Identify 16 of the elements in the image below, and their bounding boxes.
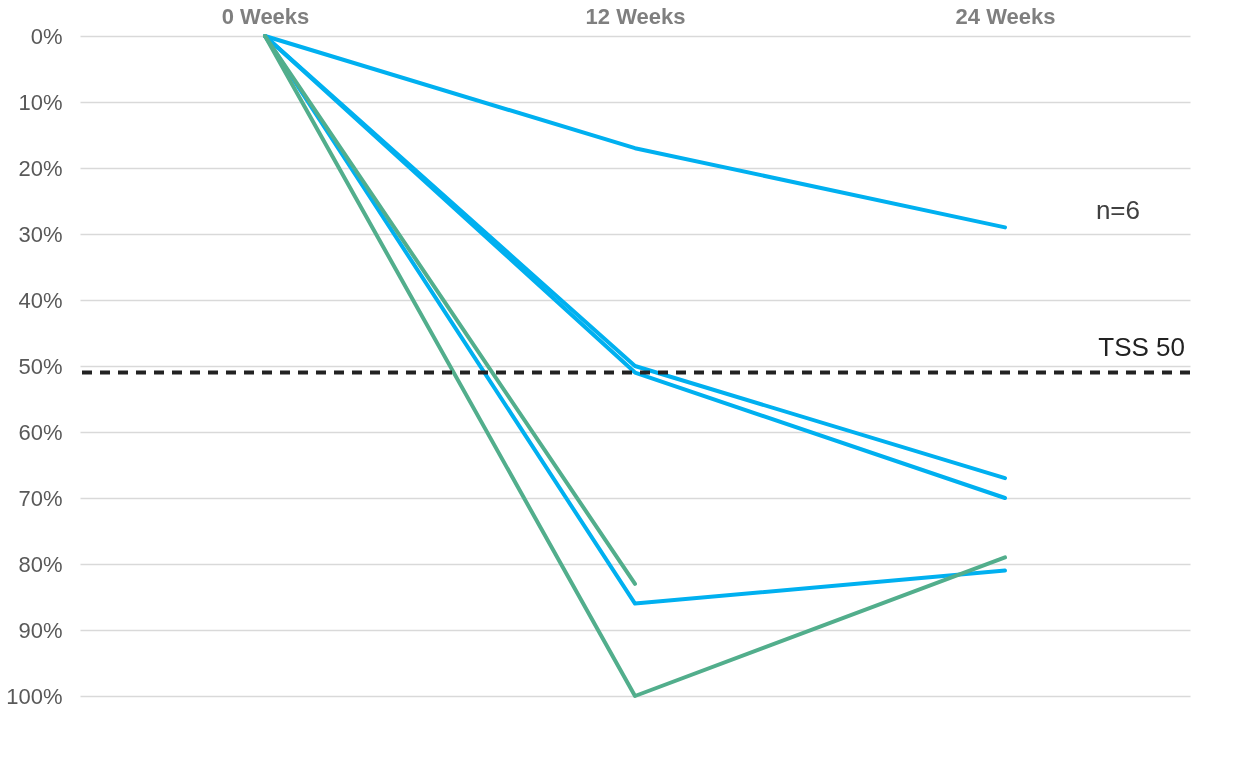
x-tick-label: 0 Weeks (221, 3, 310, 29)
y-tick-label: 70% (18, 485, 63, 511)
y-tick-label: 100% (6, 683, 63, 709)
y-tick-label: 20% (18, 155, 63, 181)
y-tick-label: 50% (18, 353, 63, 379)
x-tick-label: 24 Weeks (955, 3, 1056, 29)
y-tick-label: 30% (18, 221, 63, 247)
y-tick-label: 80% (18, 551, 63, 577)
y-tick-label: 10% (18, 89, 63, 115)
annotation: n=6 (1095, 195, 1140, 225)
y-tick-label: 0% (30, 23, 63, 49)
ref-line-label: TSS 50 (1098, 331, 1185, 362)
x-tick-label: 12 Weeks (585, 3, 686, 29)
y-tick-label: 40% (18, 287, 63, 313)
y-tick-label: 60% (18, 419, 63, 445)
y-tick-label: 90% (18, 617, 63, 643)
